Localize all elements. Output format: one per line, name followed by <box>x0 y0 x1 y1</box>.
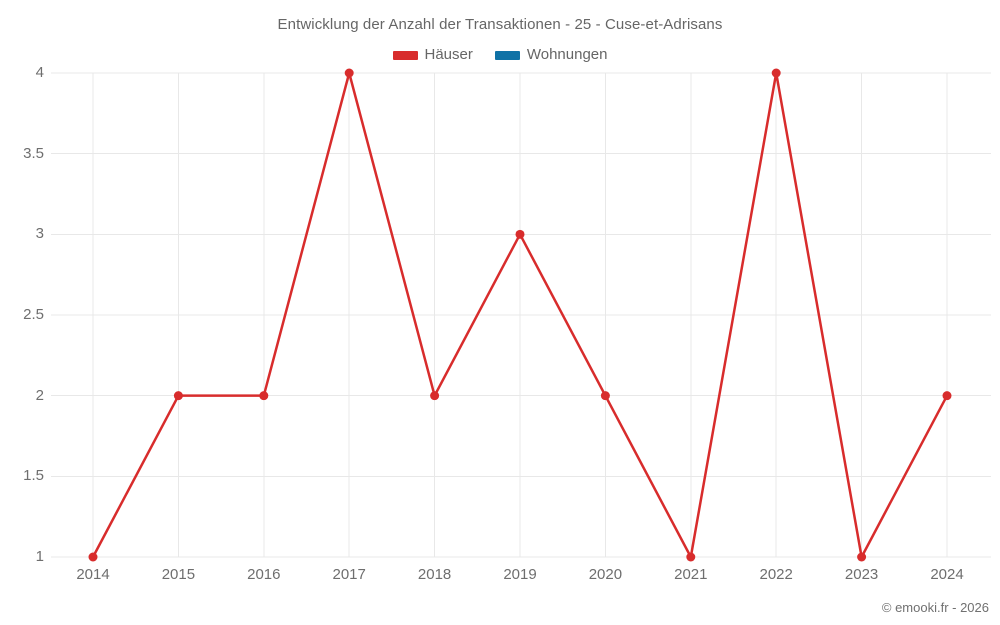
x-tick-label: 2014 <box>76 566 110 583</box>
chart-legend: Häuser Wohnungen <box>0 44 1000 66</box>
chart-credit: © emooki.fr - 2026 <box>881 600 989 615</box>
y-tick-label: 4 <box>35 64 44 81</box>
legend-swatch-wohnungen <box>494 50 520 60</box>
data-point-marker[interactable] <box>857 552 867 562</box>
y-axis-tick-labels: 1 1.5 2 2.5 3 3.5 4 <box>0 65 44 565</box>
legend-item-wohnungen[interactable]: Wohnungen <box>494 46 608 64</box>
data-point-marker[interactable] <box>942 391 952 401</box>
x-tick-label: 2021 <box>674 566 708 583</box>
x-tick-label: 2023 <box>844 566 879 583</box>
data-point-marker[interactable] <box>173 391 183 401</box>
y-tick-label: 1 <box>35 548 44 565</box>
y-tick-label: 2.5 <box>23 306 44 323</box>
data-point-marker[interactable] <box>515 229 525 239</box>
legend-swatch-haeuser <box>392 50 418 60</box>
data-point-marker[interactable] <box>344 68 354 78</box>
plot-area <box>51 68 991 562</box>
chart-title: Entwicklung der Anzahl der Transaktionen… <box>277 16 723 33</box>
data-point-marker[interactable] <box>259 391 269 401</box>
plot-svg <box>51 68 991 562</box>
y-tick-label: 3 <box>35 225 44 243</box>
x-tick-label: 2019 <box>503 566 537 583</box>
y-tick-label: 1.5 <box>23 467 44 485</box>
data-point-marker[interactable] <box>771 68 781 78</box>
legend-item-haeuser[interactable]: Häuser <box>392 46 473 64</box>
x-tick-label: 2017 <box>332 566 366 583</box>
x-tick-label: 2022 <box>759 566 793 583</box>
x-tick-label: 2018 <box>417 566 452 583</box>
data-point-marker[interactable] <box>600 391 610 401</box>
data-point-marker[interactable] <box>686 552 696 562</box>
x-tick-label: 2016 <box>247 566 281 583</box>
y-tick-label: 2 <box>35 386 44 404</box>
x-tick-label: 2015 <box>161 566 196 583</box>
x-tick-label: 2020 <box>588 566 623 583</box>
data-point-marker[interactable] <box>88 552 98 562</box>
y-tick-label: 3.5 <box>23 144 44 162</box>
x-tick-label: 2024 <box>930 566 964 583</box>
legend-label-wohnungen: Wohnungen <box>526 46 608 63</box>
x-axis-tick-labels: 2014 2015 2016 2017 2018 2019 2020 2021 2022 2023… <box>51 566 991 588</box>
series-markers <box>88 68 952 562</box>
data-point-marker[interactable] <box>430 391 440 401</box>
legend-label-haeuser: Häuser <box>424 46 473 63</box>
